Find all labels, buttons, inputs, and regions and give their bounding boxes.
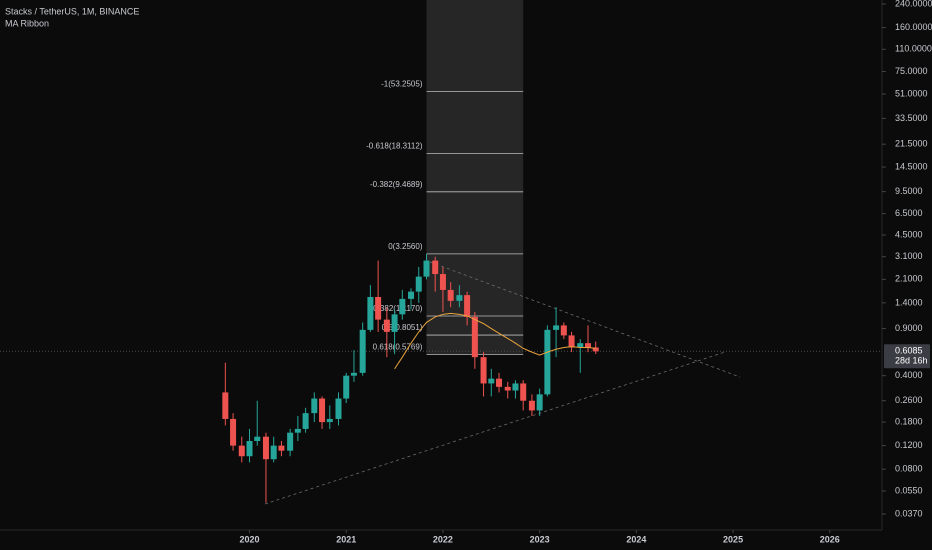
candle-body	[464, 295, 471, 317]
y-tick-label: 110.0000	[895, 44, 932, 54]
candle-body	[294, 428, 301, 433]
y-tick-label: 240.0000	[895, 0, 932, 8]
candle-body	[287, 432, 294, 451]
candle-body	[423, 260, 430, 277]
candle-body	[319, 398, 326, 423]
y-tick-label: 0.4000	[895, 370, 923, 380]
y-tick-label: 14.5000	[895, 161, 928, 171]
candle-body	[577, 343, 584, 348]
y-tick-label: 51.0000	[895, 88, 928, 98]
y-tick-label: 0.1200	[895, 440, 923, 450]
candle-body	[367, 296, 374, 330]
fib-label: 0.5(0.8051)	[382, 323, 423, 332]
candle-body	[311, 398, 318, 414]
candle-body	[456, 295, 463, 301]
candle-body	[350, 372, 357, 376]
candle-body	[432, 260, 439, 275]
candle-body	[230, 418, 237, 446]
x-tick-label: 2026	[820, 534, 840, 544]
candle-body	[375, 296, 382, 320]
candle-body	[480, 357, 487, 384]
candle-body	[343, 375, 350, 399]
candle-body	[359, 329, 366, 373]
x-tick-label: 2022	[433, 534, 453, 544]
candle-body	[504, 386, 511, 391]
candle-body	[496, 378, 503, 387]
candle-body	[262, 436, 269, 460]
candle-body	[335, 398, 342, 419]
y-tick-label: 0.0550	[895, 485, 923, 495]
y-tick-label: 33.5000	[895, 113, 928, 123]
x-tick-label: 2025	[723, 534, 743, 544]
y-tick-label: 6.5000	[895, 208, 923, 218]
candle-body	[447, 289, 454, 301]
candle-body	[415, 276, 422, 292]
candle-body	[399, 298, 406, 315]
candle-body	[383, 319, 390, 332]
candle-body	[391, 314, 398, 332]
fib-label: -1(53.2505)	[381, 80, 423, 89]
candle-body	[536, 394, 543, 411]
candle-body	[544, 329, 551, 395]
fib-label: 0.382(1.1170)	[373, 304, 423, 313]
countdown-label: 28d 16h	[895, 356, 928, 366]
fib-label: -0.382(9.4689)	[370, 180, 423, 189]
indicator-name: MA Ribbon	[5, 18, 49, 28]
y-tick-label: 160.0000	[895, 22, 932, 32]
support-trendline	[264, 351, 726, 505]
candle-body	[302, 413, 309, 429]
y-tick-label: 3.1000	[895, 251, 923, 261]
y-tick-label: 75.0000	[895, 66, 928, 76]
candle-body	[222, 392, 229, 419]
fib-label: -0.618(18.3112)	[366, 142, 423, 151]
fib-label: 0(3.2560)	[388, 242, 423, 251]
y-tick-label: 21.5000	[895, 139, 928, 149]
candle-body	[585, 343, 591, 348]
candle-body	[471, 316, 478, 358]
candle-body	[408, 291, 415, 299]
candle-body	[528, 400, 535, 411]
axes: 240.0000 160.0000 110.0000 75.0000 51.0000 33…	[239, 0, 932, 544]
candle-body	[553, 325, 560, 330]
candle-body	[512, 383, 519, 391]
y-tick-label: 1.4000	[895, 297, 923, 307]
y-tick-label: 0.0370	[895, 508, 923, 518]
candle-body	[238, 445, 245, 457]
y-tick-label: 0.0800	[895, 464, 923, 474]
fib-box	[426, 0, 524, 355]
x-tick-label: 2021	[336, 534, 356, 544]
candle-body	[326, 418, 333, 423]
y-tick-label: 0.1800	[895, 416, 923, 426]
fib-label: 0.618(0.5769)	[373, 343, 423, 352]
candle-body	[560, 325, 567, 336]
candle-body	[568, 335, 575, 348]
x-tick-label: 2023	[530, 534, 550, 544]
last-price-label: 0.6085	[895, 346, 923, 356]
ma-ribbon-line	[394, 312, 596, 370]
y-tick-label: 0.2600	[895, 395, 923, 405]
candle-body	[278, 445, 285, 451]
candle-body	[520, 383, 527, 401]
last-price-box	[884, 344, 930, 369]
candles	[0, 253, 882, 503]
x-tick-label: 2020	[239, 534, 259, 544]
x-tick-label: 2024	[626, 534, 646, 544]
candle-body	[592, 347, 599, 352]
y-tick-label: 9.5000	[895, 186, 923, 196]
candle-body	[254, 436, 261, 441]
candle-body	[439, 274, 446, 290]
candle-body	[488, 378, 495, 384]
y-tick-label: 0.9000	[895, 323, 923, 333]
y-tick-label: 4.5000	[895, 229, 923, 239]
candle-body	[246, 440, 253, 457]
resistance-trendline	[429, 261, 741, 378]
candle-body	[270, 445, 277, 460]
y-tick-label: 2.1000	[895, 274, 923, 284]
symbol-title: Stacks / TetherUS, 1M, BINANCE	[5, 6, 139, 16]
